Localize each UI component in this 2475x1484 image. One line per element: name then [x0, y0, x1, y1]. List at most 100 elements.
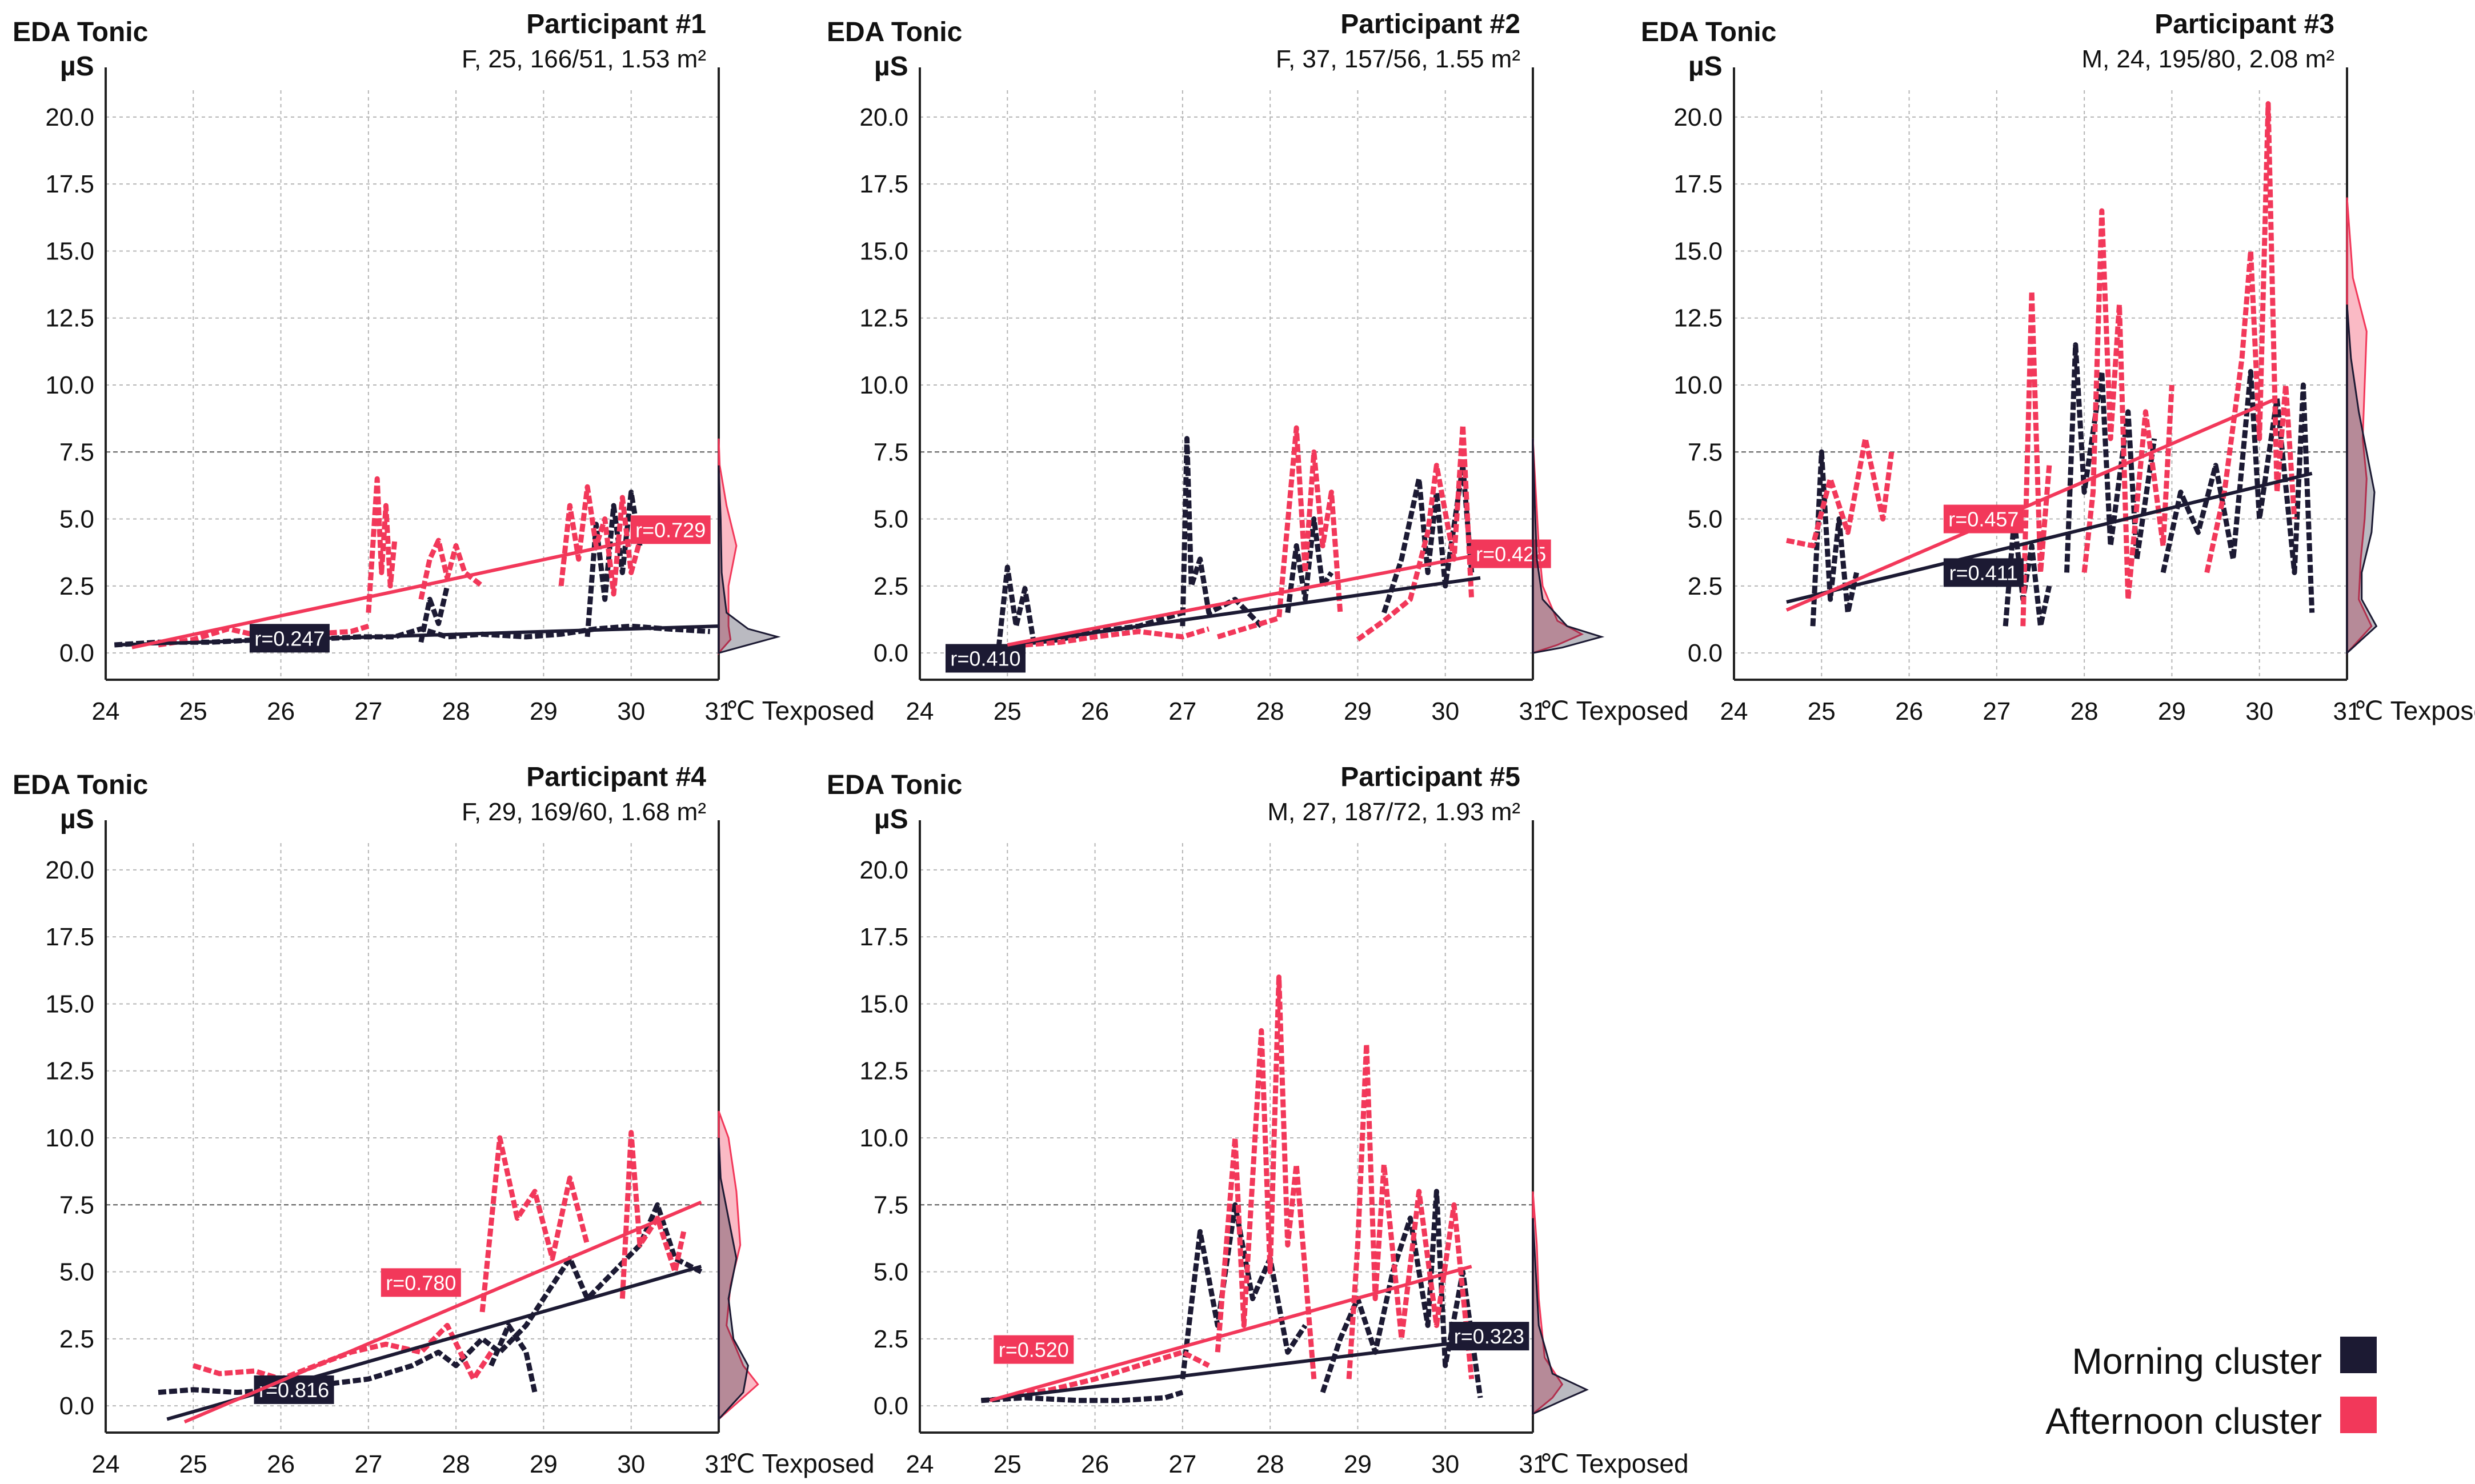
panel-title: Participant #3: [2154, 9, 2334, 39]
afternoon-r-label: r=0.425: [1476, 543, 1546, 566]
x-tick-label: 24: [92, 1450, 120, 1478]
afternoon-r-label: r=0.780: [386, 1271, 456, 1294]
afternoon-fit-line: [1007, 549, 1499, 647]
y-axis-label: EDA Tonic: [13, 17, 148, 47]
y-axis-label: EDA Tonic: [827, 770, 962, 800]
x-tick-label: 28: [442, 697, 470, 725]
afternoon-fit-line: [131, 528, 684, 649]
afternoon-trace: [1215, 974, 1317, 1379]
x-tick-label: 31: [1519, 1450, 1547, 1478]
y-tick-label: 20.0: [45, 103, 94, 131]
morning-trace: [1180, 1202, 1308, 1379]
x-tick-label: 27: [1983, 697, 2011, 725]
x-tick-label: 26: [267, 1450, 295, 1478]
y-tick-label: 15.0: [45, 990, 94, 1018]
x-tick-label: 29: [1344, 697, 1372, 725]
y-axis-unit: µS: [60, 51, 94, 82]
y-tick-label: 12.5: [45, 304, 94, 332]
morning-trace: [584, 490, 643, 637]
legend: Morning cluster Afternoon cluster: [2045, 1337, 2377, 1442]
afternoon-trace: [619, 1130, 687, 1299]
y-tick-label: 10.0: [45, 1124, 94, 1152]
morning-r-label: r=0.816: [259, 1378, 329, 1402]
y-tick-label: 12.5: [45, 1057, 94, 1085]
morning-fit-line: [114, 624, 719, 647]
y-tick-label: 10.0: [1673, 371, 1723, 399]
y-tick-label: 0.0: [874, 639, 908, 667]
morning-trace: [158, 1202, 703, 1395]
y-tick-label: 12.5: [859, 304, 908, 332]
y-tick-label: 15.0: [859, 990, 908, 1018]
afternoon-trace: [1216, 425, 1343, 640]
afternoon-r-label: r=0.729: [635, 518, 706, 542]
y-tick-label: 12.5: [1673, 304, 1723, 332]
panel-2: 0.0 2.5 5.0 7.5 10.0 12.5 15.0 17.5 20.0 24 25 26 27…: [827, 9, 1689, 725]
afternoon-density: [2346, 197, 2373, 655]
afternoon-r-label-bg: [994, 1335, 1074, 1364]
y-tick-label: 5.0: [1688, 506, 1723, 534]
y-tick-label: 17.5: [859, 170, 908, 198]
afternoon-fit-line: [1785, 396, 2278, 612]
morning-trace: [418, 585, 450, 643]
x-tick-label: 29: [2158, 697, 2186, 725]
y-tick-label: 10.0: [859, 371, 908, 399]
y-tick-label: 5.0: [874, 1258, 908, 1286]
afternoon-density: [1532, 1191, 1564, 1416]
x-tick-label: 29: [1344, 1450, 1372, 1478]
panel-title: Participant #2: [1340, 9, 1520, 39]
afternoon-trace: [366, 476, 398, 613]
y-tick-label: 7.5: [59, 438, 94, 466]
panel-4: 0.0 2.5 5.0 7.5 10.0 12.5 15.0 17.5 20.0 24 25 26 27…: [13, 762, 875, 1478]
afternoon-trace: [479, 1135, 590, 1313]
y-tick-label: 12.5: [859, 1057, 908, 1085]
x-tick-label: 27: [1168, 1450, 1196, 1478]
x-tick-label: 26: [1081, 1450, 1109, 1478]
morning-trace: [2003, 516, 2052, 629]
y-tick-label: 2.5: [59, 1325, 94, 1353]
morning-r-label: r=0.411: [1949, 561, 2018, 584]
x-tick-label: 31: [1519, 697, 1547, 725]
afternoon-trace: [2204, 101, 2297, 573]
x-tick-label: 28: [1256, 697, 1284, 725]
panel-title: Participant #4: [526, 762, 706, 792]
afternoon-r-label: r=0.457: [1948, 508, 2019, 531]
y-axis-label: EDA Tonic: [827, 17, 962, 47]
y-axis-label: EDA Tonic: [13, 770, 148, 800]
x-tick-label: 26: [1895, 697, 1923, 725]
panel-3: 0.0 2.5 5.0 7.5 10.0 12.5 15.0 17.5 20.0 24 25 26 27…: [1641, 9, 2475, 725]
afternoon-r-label-bg: [381, 1268, 461, 1297]
morning-density: [1532, 438, 1605, 654]
legend-label-morning: Morning cluster: [2072, 1341, 2322, 1382]
x-axis-label: ℃ Texposed: [726, 1449, 875, 1478]
y-tick-label: 2.5: [874, 1325, 908, 1353]
x-axis-label: ℃ Texposed: [726, 696, 875, 725]
x-tick-label: 25: [179, 1450, 207, 1478]
x-tick-label: 27: [354, 697, 382, 725]
y-axis-label: EDA Tonic: [1641, 17, 1776, 47]
x-tick-label: 29: [530, 1450, 558, 1478]
y-tick-label: 10.0: [45, 371, 94, 399]
y-tick-label: 17.5: [859, 923, 908, 951]
x-tick-label: 25: [1808, 697, 1836, 725]
afternoon-trace: [1015, 1349, 1210, 1398]
y-tick-label: 17.5: [1673, 170, 1723, 198]
panel-title: Participant #1: [526, 9, 706, 39]
panel-title: Participant #5: [1340, 762, 1520, 792]
y-tick-label: 20.0: [859, 103, 908, 131]
x-tick-label: 31: [2333, 697, 2361, 725]
x-tick-label: 31: [705, 697, 733, 725]
morning-r-label: r=0.323: [1454, 1325, 1524, 1348]
morning-r-label-bg: [1449, 1322, 1529, 1351]
morning-trace: [1381, 463, 1475, 614]
x-tick-label: 26: [1081, 697, 1109, 725]
y-axis-unit: µS: [874, 51, 908, 82]
legend-swatch-afternoon: [2340, 1397, 2377, 1433]
morning-trace: [1180, 436, 1264, 628]
morning-trace: [488, 1322, 538, 1393]
y-tick-label: 2.5: [1688, 572, 1723, 600]
y-tick-label: 7.5: [1688, 438, 1723, 466]
afternoon-fit-line: [183, 1200, 702, 1423]
morning-density: [718, 465, 781, 655]
y-tick-label: 15.0: [45, 237, 94, 265]
x-tick-label: 30: [1431, 1450, 1459, 1478]
